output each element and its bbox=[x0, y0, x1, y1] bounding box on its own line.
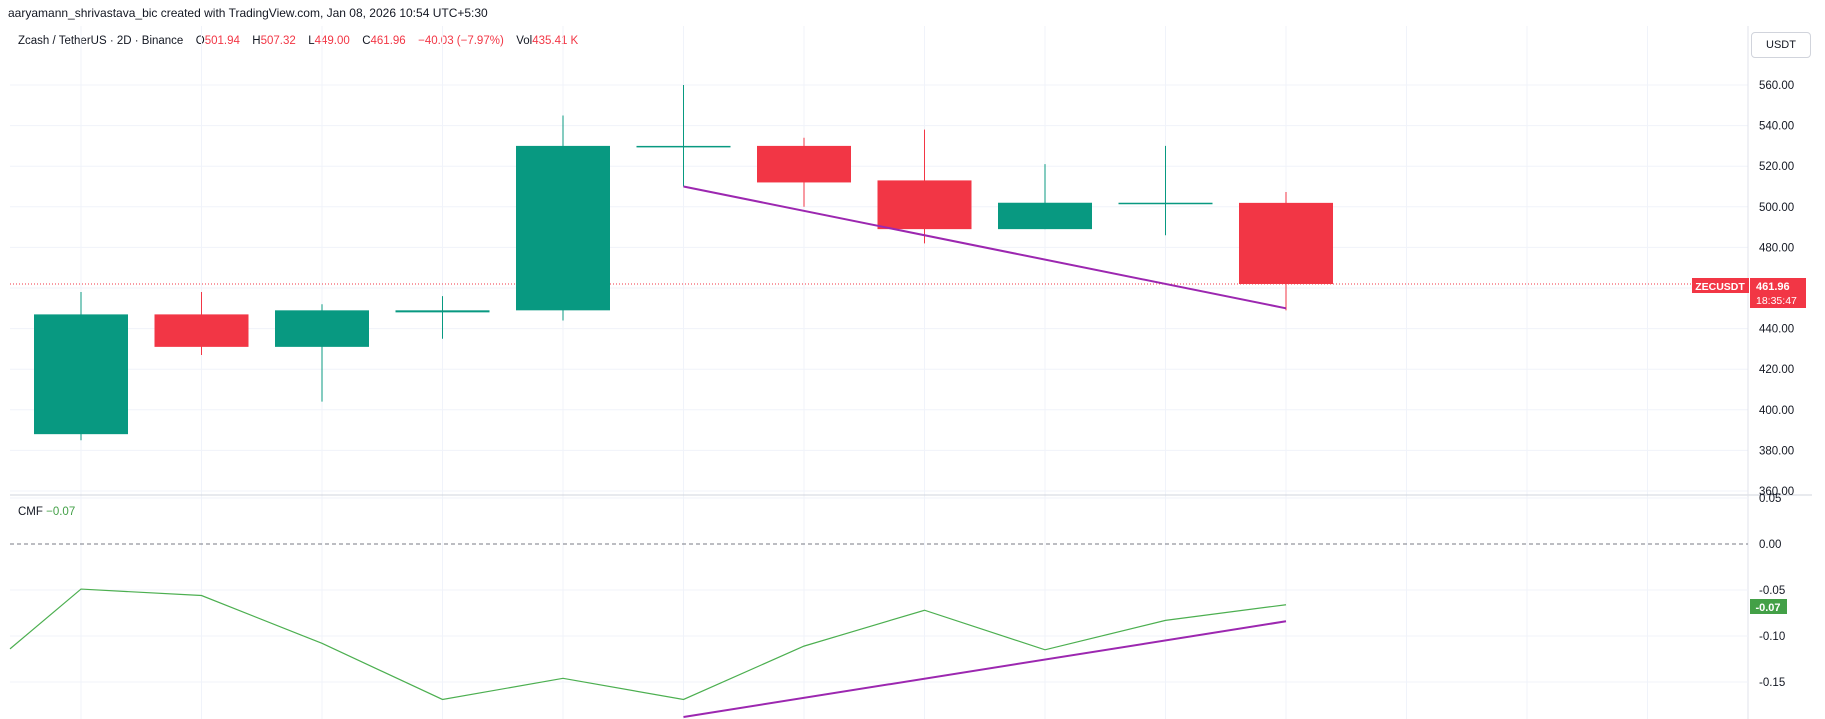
cmf-tag-text: -0.07 bbox=[1755, 602, 1780, 614]
candle-body bbox=[1239, 202, 1333, 285]
symbol-tag-text: ZECUSDT bbox=[1695, 281, 1745, 293]
volume-label: Vol bbox=[516, 35, 533, 47]
price-trendline bbox=[683, 185, 1287, 310]
cmf-tag-bg bbox=[1750, 599, 1787, 614]
price-tick-label: 380.00 bbox=[1759, 445, 1794, 457]
symbol-label[interactable]: Zcash / TetherUS · 2D · Binance bbox=[18, 35, 184, 47]
cmf-tick-label: -0.15 bbox=[1759, 677, 1785, 689]
close-value: 461.96 bbox=[370, 35, 406, 47]
price-tick-label: 400.00 bbox=[1759, 405, 1794, 417]
cmf-tick-label: -0.10 bbox=[1759, 631, 1785, 643]
cmf-label[interactable]: CMF bbox=[18, 506, 43, 518]
open-label: O bbox=[195, 35, 205, 47]
price-tick-label: 440.00 bbox=[1759, 324, 1794, 336]
candle-body bbox=[877, 180, 972, 230]
price-tick-label: 560.00 bbox=[1759, 80, 1794, 92]
price-legend: Zcash / TetherUS · 2D · Binance O501.94 … bbox=[18, 35, 578, 47]
low-value: 449.00 bbox=[314, 35, 350, 47]
candle-body bbox=[275, 310, 369, 347]
price-tick-label: 420.00 bbox=[1759, 364, 1794, 376]
close-label: C bbox=[362, 35, 371, 47]
price-tick-label: 540.00 bbox=[1759, 121, 1794, 133]
axes: 560.00540.00520.00500.00480.00460.00440.… bbox=[1759, 80, 1794, 689]
candle-body bbox=[154, 314, 249, 347]
cmf-trendline bbox=[683, 620, 1287, 718]
price-tag-bg bbox=[1750, 278, 1806, 308]
price-tick-label: 360.00 bbox=[1759, 486, 1794, 498]
price-tick-label: 520.00 bbox=[1759, 161, 1794, 173]
candle-body bbox=[395, 310, 490, 313]
candle-body bbox=[34, 314, 128, 435]
candle-body bbox=[516, 145, 610, 311]
change-value: −40.03 (−7.97%) bbox=[418, 35, 504, 47]
low-label: L bbox=[308, 35, 315, 47]
attribution-header: aaryamann_shrivastava_bic created with T… bbox=[8, 6, 488, 20]
price-tags: ZECUSDT 461.96 18:35:47 -0.07 bbox=[1692, 278, 1806, 614]
cmf-pane bbox=[9, 543, 1748, 718]
price-tick-label: 500.00 bbox=[1759, 202, 1794, 214]
candle-body bbox=[998, 202, 1092, 230]
grid bbox=[10, 26, 1812, 719]
price-tag-countdown: 18:35:47 bbox=[1756, 295, 1797, 307]
cmf-tick-label: 0.05 bbox=[1759, 493, 1781, 505]
candle-body bbox=[757, 145, 851, 183]
cmf-value: −0.07 bbox=[46, 506, 76, 518]
cmf-tick-label: -0.05 bbox=[1759, 585, 1785, 597]
candle-body bbox=[636, 145, 731, 148]
currency-button[interactable]: USDT bbox=[1751, 32, 1811, 58]
price-tag-price: 461.96 bbox=[1756, 281, 1790, 293]
volume-value: 435.41 K bbox=[532, 35, 579, 47]
cmf-legend: CMF −0.07 bbox=[18, 506, 75, 518]
candle-body bbox=[1118, 202, 1213, 205]
open-value: 501.94 bbox=[204, 35, 240, 47]
high-value: 507.32 bbox=[260, 35, 296, 47]
cmf-tick-label: 0.00 bbox=[1759, 539, 1781, 551]
symbol-tag-bg bbox=[1692, 278, 1749, 293]
price-pane bbox=[10, 85, 1748, 441]
high-label: H bbox=[252, 35, 261, 47]
cmf-line bbox=[9, 588, 1287, 701]
price-tick-label: 480.00 bbox=[1759, 242, 1794, 254]
